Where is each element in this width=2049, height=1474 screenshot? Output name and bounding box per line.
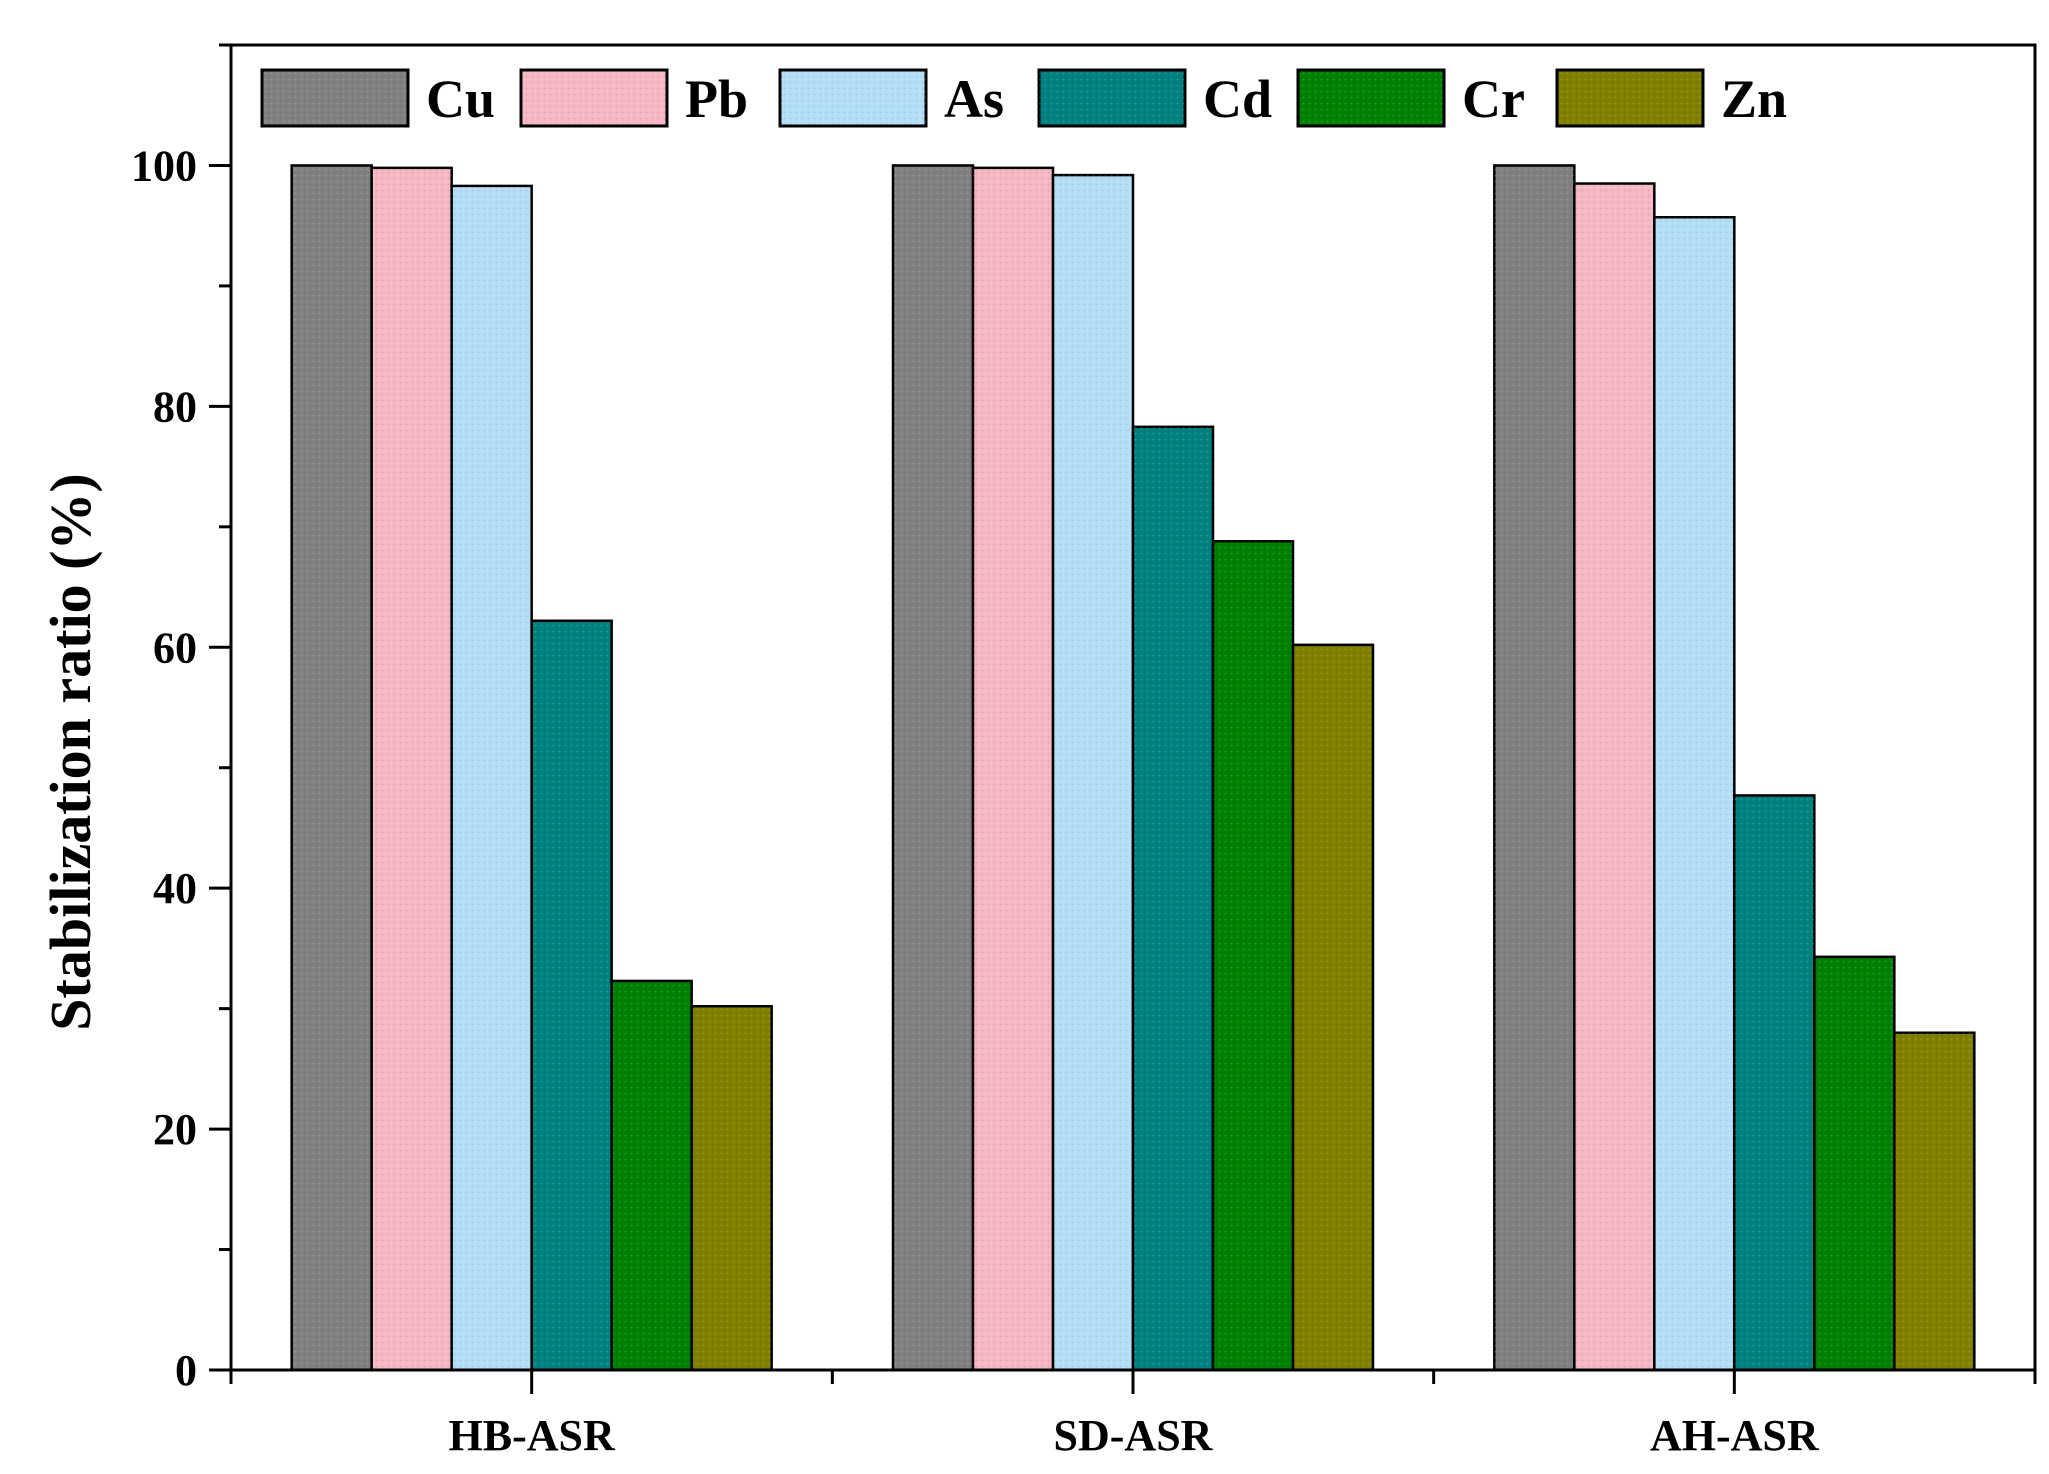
legend-label-cu: Cu [426,69,495,129]
legend-label-zn: Zn [1721,69,1787,129]
legend-swatch-texture [262,70,408,126]
y-tick-label-60: 60 [153,623,197,672]
bar-texture [1814,956,1895,1370]
x-tick-label-sd-asr: SD-ASR [1054,1411,1214,1460]
x-tick-label-ah-asr: AH-ASR [1650,1411,1820,1460]
y-tick-label-80: 80 [153,382,197,431]
bar-texture [1133,426,1213,1370]
bar-texture [1053,175,1133,1370]
bar-texture [973,167,1053,1370]
bar-texture [1293,644,1373,1370]
bar-texture [531,620,612,1370]
bar-texture [611,980,692,1370]
legend-label-as: As [944,69,1004,129]
y-tick-label-100: 100 [131,141,197,190]
y-tick-label-20: 20 [153,1105,197,1154]
legend-swatch-texture [521,70,667,126]
legend-swatch-texture [1298,70,1444,126]
bars-layer [290,164,1976,1372]
bar-texture [893,165,973,1370]
legend-swatch-texture [1039,70,1185,126]
legend-swatch-texture [1557,70,1703,126]
bar-texture [1894,1032,1975,1370]
bar-texture [1654,217,1735,1370]
y-tick-label-0: 0 [175,1346,197,1395]
bar-texture [1213,541,1293,1370]
legend: Cu Pb As Cd Cr Zn [260,68,1787,129]
bar-texture [291,165,372,1370]
axes-layer: HB-ASR SD-ASR AH-ASR 0 20 40 60 80 100 [131,43,2037,1460]
bar-texture [691,1006,772,1370]
bar-texture [1574,183,1655,1371]
bar-texture [1494,165,1575,1370]
bar-texture [371,167,452,1370]
bar-texture [451,185,532,1370]
y-tick-label-40: 40 [153,864,197,913]
legend-swatch-texture [780,70,926,126]
legend-label-pb: Pb [685,69,748,129]
y-axis-title: Stabilization ratio (%) [38,473,103,1030]
legend-label-cr: Cr [1462,69,1525,129]
x-tick-label-hb-asr: HB-ASR [449,1411,616,1460]
bar-texture [1734,795,1815,1370]
legend-label-cd: Cd [1203,69,1272,129]
